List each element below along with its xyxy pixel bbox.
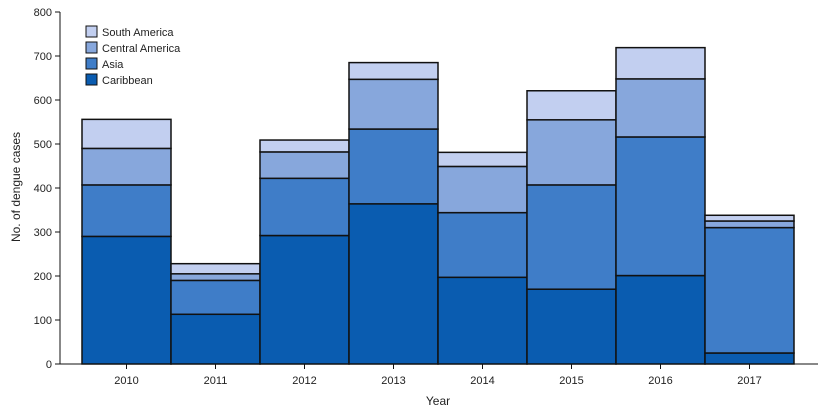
y-tick-label-800: 800 — [34, 7, 52, 19]
bar-south-america-2010 — [81, 118, 172, 150]
bar-central-america-2017 — [704, 220, 795, 229]
bar-central-america-2013 — [348, 78, 439, 130]
bar-south-america-2014 — [437, 151, 528, 168]
bar-south-america-2013 — [348, 61, 439, 81]
y-tick-label-100: 100 — [34, 315, 52, 327]
bar-asia-2011 — [170, 279, 261, 316]
x-tick-label-2016: 2016 — [648, 375, 672, 387]
legend: South America Central America Asia Caribbea… — [85, 25, 181, 87]
bars-group — [81, 46, 795, 365]
legend-label-caribbean: Caribbean — [102, 75, 153, 87]
bar-asia-2010 — [81, 184, 172, 238]
y-tick-label-700: 700 — [34, 51, 52, 63]
bar-central-america-2016 — [615, 78, 706, 138]
bar-caribbean-2016 — [615, 274, 706, 365]
bar-caribbean-2015 — [526, 288, 617, 365]
y-tick-label-0: 0 — [46, 359, 52, 371]
bar-asia-2014 — [437, 211, 528, 279]
x-tick-label-2017: 2017 — [737, 375, 761, 387]
y-axis: 0 100 200 300 400 500 600 700 800 — [34, 7, 61, 371]
bar-asia-2015 — [526, 184, 617, 290]
y-tick-label-300: 300 — [34, 227, 52, 239]
bar-asia-2016 — [615, 136, 706, 277]
bar-central-america-2015 — [526, 119, 617, 186]
bar-central-america-2014 — [437, 165, 528, 214]
bar-central-america-2011 — [170, 273, 261, 282]
bar-caribbean-2014 — [437, 276, 528, 365]
bar-central-america-2010 — [81, 147, 172, 186]
bar-asia-2013 — [348, 128, 439, 205]
bar-caribbean-2013 — [348, 203, 439, 365]
bar-south-america-2015 — [526, 90, 617, 121]
x-tick-label-2013: 2013 — [381, 375, 405, 387]
x-tick-label-2014: 2014 — [470, 375, 494, 387]
x-tick-label-2010: 2010 — [114, 375, 138, 387]
bar-south-america-2017 — [704, 214, 795, 222]
bar-caribbean-2017 — [704, 352, 795, 365]
legend-label-south-america: South America — [102, 27, 174, 39]
x-tick-label-2012: 2012 — [292, 375, 316, 387]
x-axis-title: Year — [426, 394, 450, 408]
legend-swatch-asia — [85, 57, 98, 70]
y-tick-label-200: 200 — [34, 271, 52, 283]
x-axis: 2010 2011 2012 2013 2014 2015 2016 2017 — [60, 363, 818, 387]
legend-swatch-central-america — [85, 41, 98, 54]
bar-south-america-2016 — [615, 46, 706, 80]
x-tick-label-2011: 2011 — [204, 375, 228, 387]
legend-swatch-south-america — [85, 25, 98, 38]
y-axis-title: No. of dengue cases — [9, 132, 23, 242]
bar-asia-2017 — [704, 226, 795, 354]
bar-caribbean-2012 — [259, 234, 350, 365]
bar-south-america-2011 — [170, 262, 261, 275]
y-tick-label-500: 500 — [34, 139, 52, 151]
legend-label-asia: Asia — [102, 59, 124, 71]
legend-swatch-caribbean — [85, 73, 98, 86]
y-tick-label-600: 600 — [34, 95, 52, 107]
bar-caribbean-2011 — [170, 313, 261, 365]
x-tick-label-2015: 2015 — [559, 375, 583, 387]
legend-label-central-america: Central America — [102, 43, 181, 55]
bar-asia-2012 — [259, 177, 350, 237]
bar-central-america-2012 — [259, 151, 350, 180]
bar-south-america-2012 — [259, 139, 350, 153]
y-tick-label-400: 400 — [34, 183, 52, 195]
bar-caribbean-2010 — [81, 235, 172, 365]
